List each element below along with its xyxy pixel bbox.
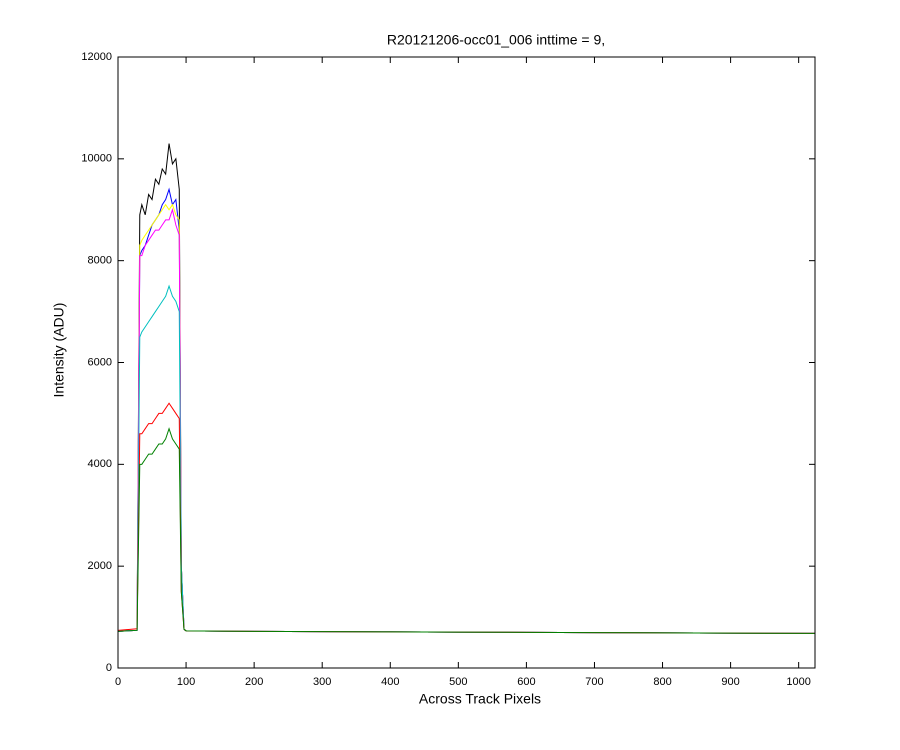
y-tick-label: 8000	[88, 255, 112, 267]
x-tick-label: 1000	[786, 676, 810, 688]
x-tick-label: 500	[449, 676, 467, 688]
y-tick-label: 4000	[88, 458, 112, 470]
x-tick-label: 0	[115, 676, 121, 688]
plot-frame	[117, 56, 816, 669]
x-tick-label: 300	[313, 676, 331, 688]
y-axis-label: Intensity (ADU)	[51, 303, 67, 398]
x-tick-label: 800	[653, 676, 671, 688]
x-tick-label: 600	[517, 676, 535, 688]
x-tick-label: 700	[585, 676, 603, 688]
data-line	[117, 427, 816, 634]
chart-title: R20121206-occ01_006 inttime = 9,	[387, 32, 605, 48]
x-tick-label: 100	[177, 676, 195, 688]
plot-area: 0 2000 4000 6000 8000 10000 12000 0 100 200 300 400…	[81, 51, 816, 688]
x-tick-label: 200	[245, 676, 263, 688]
y-tick-label: 0	[106, 662, 112, 674]
y-tick-label: 6000	[88, 356, 112, 368]
y-tick-label: 2000	[88, 560, 112, 572]
y-tick-label: 10000	[81, 153, 112, 165]
x-tick-label: 400	[381, 676, 399, 688]
y-tick-label: 12000	[81, 51, 112, 63]
x-axis-label: Across Track Pixels	[419, 691, 541, 707]
x-tick-label: 900	[721, 676, 739, 688]
